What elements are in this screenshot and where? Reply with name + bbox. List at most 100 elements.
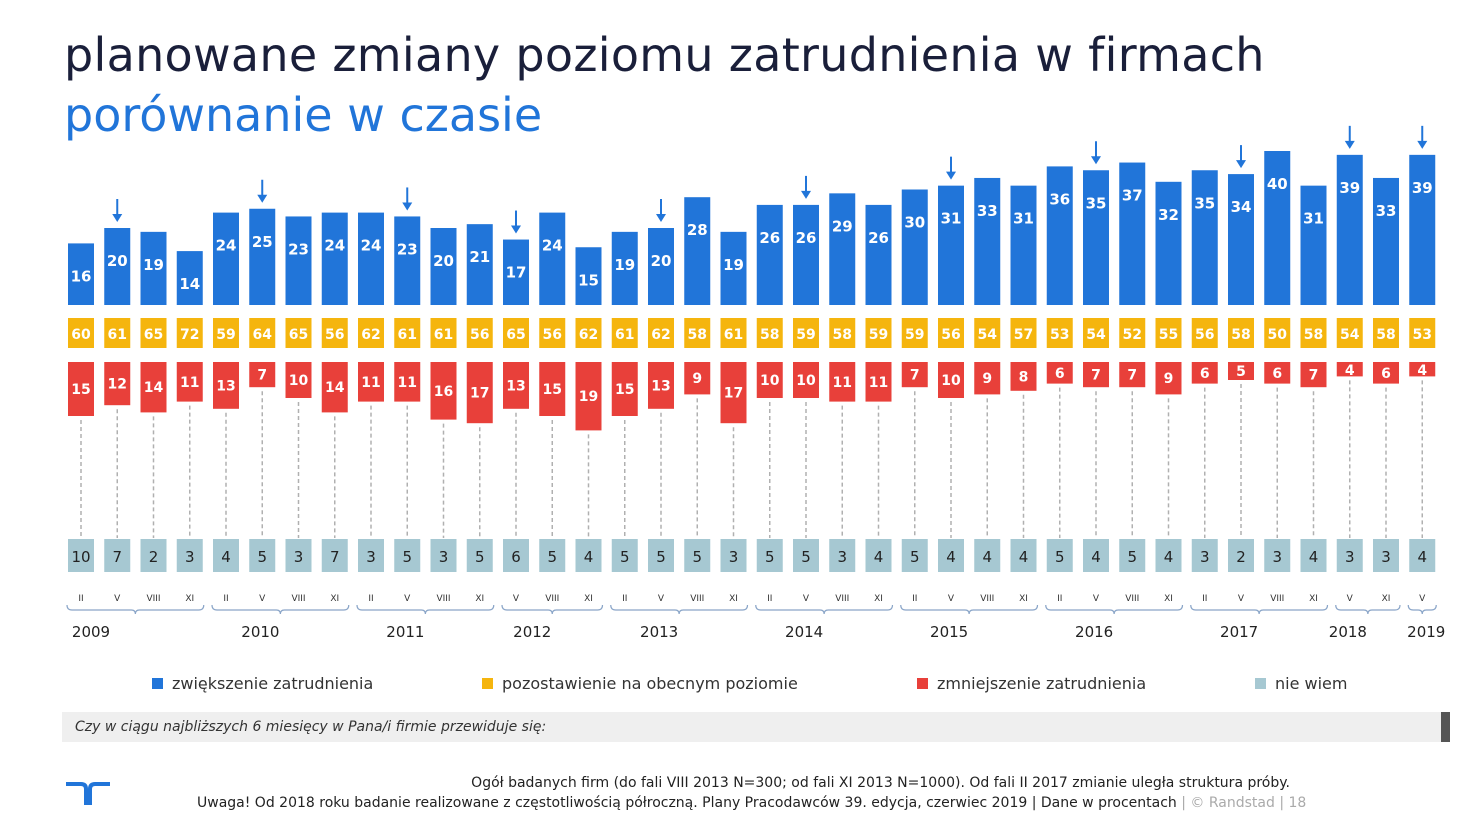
bar-dontknow (394, 539, 421, 572)
tick-label-wave: V (404, 594, 411, 604)
tick-label-wave: VIII (980, 594, 994, 604)
bar-decrease (1409, 362, 1436, 377)
page-title: planowane zmiany poziomu zatrudnienia w … (64, 28, 1265, 82)
bar-increase (68, 243, 94, 305)
label-decrease: 6 (1381, 366, 1391, 382)
bar-dontknow (974, 539, 1001, 572)
label-increase: 37 (1122, 187, 1143, 205)
label-dontknow: 4 (221, 548, 231, 566)
label-dontknow: 3 (366, 548, 376, 566)
bar-increase (1300, 185, 1327, 305)
tick-label-wave: VIII (1270, 594, 1284, 604)
bar-decrease (865, 362, 892, 402)
employment-chart: 16601510II2061127V1965142VIII1472113XI24… (66, 125, 1445, 641)
label-decrease: 13 (506, 378, 525, 394)
label-dontknow: 4 (1309, 548, 1319, 566)
label-same: 58 (1304, 327, 1323, 343)
label-dontknow: 5 (475, 548, 485, 566)
tick-label-wave: V (948, 594, 955, 604)
bar-same (104, 318, 131, 348)
label-increase: 24 (324, 237, 345, 255)
label-dontknow: 4 (946, 548, 956, 566)
bar-decrease (756, 362, 783, 398)
label-same: 72 (180, 327, 199, 343)
label-same: 59 (869, 327, 888, 343)
bar-dontknow (684, 539, 711, 572)
label-same: 61 (724, 327, 743, 343)
label-same: 61 (108, 327, 127, 343)
bar-decrease (1336, 362, 1363, 377)
label-decrease: 10 (941, 373, 961, 389)
tick-label-wave: II (368, 594, 373, 604)
bar-same (974, 318, 1001, 348)
bar-decrease (1264, 362, 1291, 384)
bar-same (756, 318, 783, 348)
label-decrease: 6 (1200, 366, 1210, 382)
label-same: 50 (1268, 327, 1288, 343)
bar-increase (938, 185, 964, 305)
label-decrease: 7 (910, 368, 920, 384)
bar-increase (213, 212, 239, 305)
label-dontknow: 4 (982, 548, 992, 566)
tick-label-wave: XI (1382, 594, 1391, 604)
bar-decrease (1155, 362, 1182, 395)
label-increase: 20 (433, 252, 454, 270)
label-same: 65 (144, 327, 163, 343)
label-decrease: 4 (1417, 363, 1427, 379)
tick-label-wave: II (1057, 594, 1062, 604)
bar-decrease (358, 362, 384, 402)
bar-increase (1228, 174, 1254, 305)
chart-legend: zwiększenie zatrudnienia pozostawienie n… (0, 674, 1479, 698)
bar-same (793, 318, 819, 348)
label-dontknow: 5 (765, 548, 775, 566)
label-decrease: 11 (180, 375, 199, 391)
bar-same (140, 318, 167, 348)
year-label: 2014 (785, 623, 823, 641)
tick-label-wave: XI (729, 594, 738, 604)
label-dontknow: 5 (656, 548, 666, 566)
bar-decrease (974, 362, 1001, 395)
bar-dontknow (829, 539, 856, 572)
bar-increase (503, 239, 529, 305)
bar-dontknow (539, 539, 566, 572)
year-brace (356, 604, 495, 615)
label-increase: 29 (832, 217, 853, 235)
label-decrease: 11 (361, 375, 380, 391)
bar-decrease (1228, 362, 1254, 380)
label-same: 58 (833, 327, 852, 343)
label-dontknow: 3 (1345, 548, 1355, 566)
label-decrease: 16 (434, 384, 453, 400)
bar-same (1300, 318, 1327, 348)
label-dontknow: 5 (257, 548, 267, 566)
arrow-down-icon (1091, 141, 1101, 165)
bar-same (1046, 318, 1073, 348)
bar-increase (1409, 154, 1436, 305)
label-same: 58 (1231, 327, 1250, 343)
bar-decrease (466, 362, 493, 424)
bar-increase (1336, 154, 1363, 305)
label-dontknow: 5 (801, 548, 811, 566)
label-same: 56 (470, 327, 489, 343)
bar-dontknow (1264, 539, 1291, 572)
year-label: 2013 (640, 623, 678, 641)
tick-label-wave: V (1238, 594, 1245, 604)
bar-same (1373, 318, 1399, 348)
bar-same (249, 318, 276, 348)
bar-increase (756, 204, 783, 305)
tick-label-wave: II (622, 594, 627, 604)
year-brace (211, 604, 350, 615)
label-increase: 35 (1086, 194, 1107, 212)
bar-decrease (321, 362, 348, 413)
label-dontknow: 3 (439, 548, 449, 566)
legend-label-decrease: zmniejszenie zatrudnienia (937, 674, 1147, 693)
bar-same (539, 318, 566, 348)
label-decrease: 11 (833, 375, 852, 391)
label-dontknow: 5 (910, 548, 920, 566)
label-decrease: 5 (1236, 364, 1246, 380)
legend-swatch-same (482, 678, 493, 689)
bar-increase (720, 231, 747, 305)
tick-label-wave: II (912, 594, 917, 604)
label-same: 62 (361, 327, 380, 343)
tick-label-wave: II (767, 594, 772, 604)
bar-decrease (1373, 362, 1399, 384)
